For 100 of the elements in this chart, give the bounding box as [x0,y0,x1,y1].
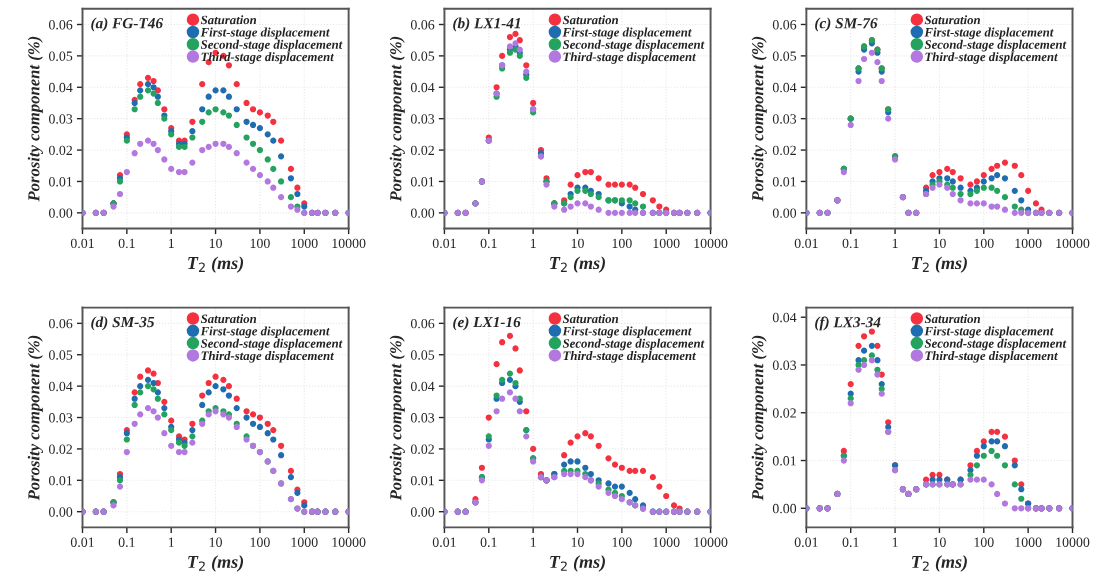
point [294,190,301,198]
point [639,190,647,198]
point [663,492,670,500]
point [287,467,295,474]
point [161,411,168,418]
point [199,81,206,88]
point [611,461,619,468]
point [878,77,885,85]
point [123,448,130,456]
point [988,428,995,435]
point [189,426,196,434]
point [161,106,168,113]
point [980,476,987,483]
point [189,439,196,446]
point [256,146,264,154]
point [988,447,995,455]
point [249,420,257,427]
point [967,462,974,469]
point [561,452,568,459]
point [994,490,1001,498]
point [205,93,212,100]
point [189,420,196,427]
y-axis-title: Porosity component (%) [751,335,767,501]
point [277,442,285,449]
point [212,106,219,113]
point [957,175,964,182]
point [1001,194,1009,201]
point [949,190,956,198]
point [168,165,175,172]
point [212,383,219,390]
point [270,137,277,144]
point [287,165,295,172]
point [189,128,196,135]
point [618,181,625,188]
point [626,197,633,204]
point [199,106,206,113]
point [270,426,277,434]
point [582,430,589,437]
point [233,121,240,129]
point [973,476,981,483]
point [144,383,152,390]
point [567,203,574,210]
x-axis-title: T$_{2}$ (ms) [188,555,244,572]
point [249,140,257,147]
point [1011,209,1018,216]
point [967,181,974,188]
point [233,106,240,113]
point [626,489,633,496]
point [154,99,161,107]
point [205,109,212,116]
point [270,436,277,443]
point [973,178,981,185]
point [1001,175,1009,182]
point [287,175,295,182]
point [994,172,1001,179]
point [493,408,500,415]
point [154,146,161,154]
x-axis-title: T$_{2}$ (ms) [550,555,605,572]
point [277,178,285,185]
point [220,87,227,94]
point [855,342,862,349]
point [1011,187,1018,194]
point [944,175,951,182]
point [256,109,264,116]
point [199,392,206,399]
point [944,165,951,172]
point [154,414,161,421]
point [243,408,250,415]
point [287,474,295,481]
point [189,159,196,166]
point [506,370,514,377]
point [595,175,602,182]
point [1011,462,1018,469]
point [287,203,295,210]
point [530,99,537,107]
point [605,209,612,216]
point [270,184,277,191]
x-axis-title: T$_{2}$ (ms) [188,256,244,273]
point [264,430,271,437]
point [994,438,1001,445]
point [287,194,295,201]
point [212,87,219,94]
point [175,168,183,176]
point [144,367,152,374]
point [225,392,233,399]
point [868,328,875,335]
point [980,200,987,207]
point [611,209,619,216]
point [626,203,633,210]
point [506,389,514,396]
point [168,417,175,424]
point [626,181,633,188]
y-axis-title: Porosity component (%) [389,36,405,202]
point [506,332,514,340]
point [626,467,633,474]
point [988,175,995,182]
point [150,408,157,415]
point [587,203,594,210]
point [1018,486,1025,493]
point [936,168,943,176]
